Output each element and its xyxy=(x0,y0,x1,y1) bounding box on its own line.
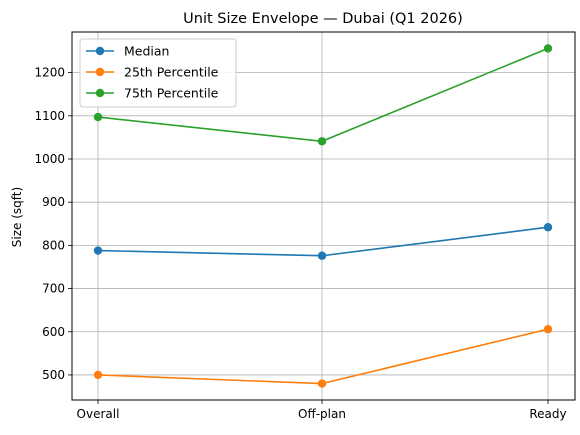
y-tick-label: 1200 xyxy=(34,66,65,80)
y-tick-label: 600 xyxy=(42,325,65,339)
legend-label: Median xyxy=(124,44,169,59)
data-point xyxy=(93,246,103,255)
legend-label: 75th Percentile xyxy=(124,86,219,101)
y-axis-label: Size (sqft) xyxy=(10,187,24,247)
data-point xyxy=(317,137,327,146)
y-tick-label: 800 xyxy=(42,238,65,252)
legend-marker xyxy=(95,46,105,56)
data-point xyxy=(543,44,553,53)
data-point xyxy=(93,112,103,122)
legend-label: 25th Percentile xyxy=(124,65,219,80)
y-tick-label: 700 xyxy=(42,282,65,296)
y-tick-label: 1000 xyxy=(34,152,65,166)
data-point xyxy=(317,379,327,388)
legend: Median 25th Percentile 75th Percentile xyxy=(79,38,237,108)
x-tick-label: Ready xyxy=(529,407,566,421)
data-point xyxy=(317,251,327,260)
x-tick-label: Overall xyxy=(77,407,120,421)
data-point xyxy=(93,370,103,380)
legend-frame xyxy=(79,38,237,108)
y-tick-label: 900 xyxy=(42,195,65,209)
y-tick-label: 500 xyxy=(42,368,65,382)
series-line xyxy=(97,328,549,385)
series-line xyxy=(97,226,549,257)
data-point xyxy=(543,324,553,334)
x-tick-label: Off-plan xyxy=(298,407,346,421)
chart-title: Unit Size Envelope — Dubai (Q1 2026) xyxy=(183,11,463,27)
legend-marker xyxy=(95,67,105,77)
y-tick-label: 1100 xyxy=(34,109,65,123)
data-point xyxy=(543,223,553,232)
plot-area-frame xyxy=(71,31,576,401)
legend-marker xyxy=(95,88,105,98)
